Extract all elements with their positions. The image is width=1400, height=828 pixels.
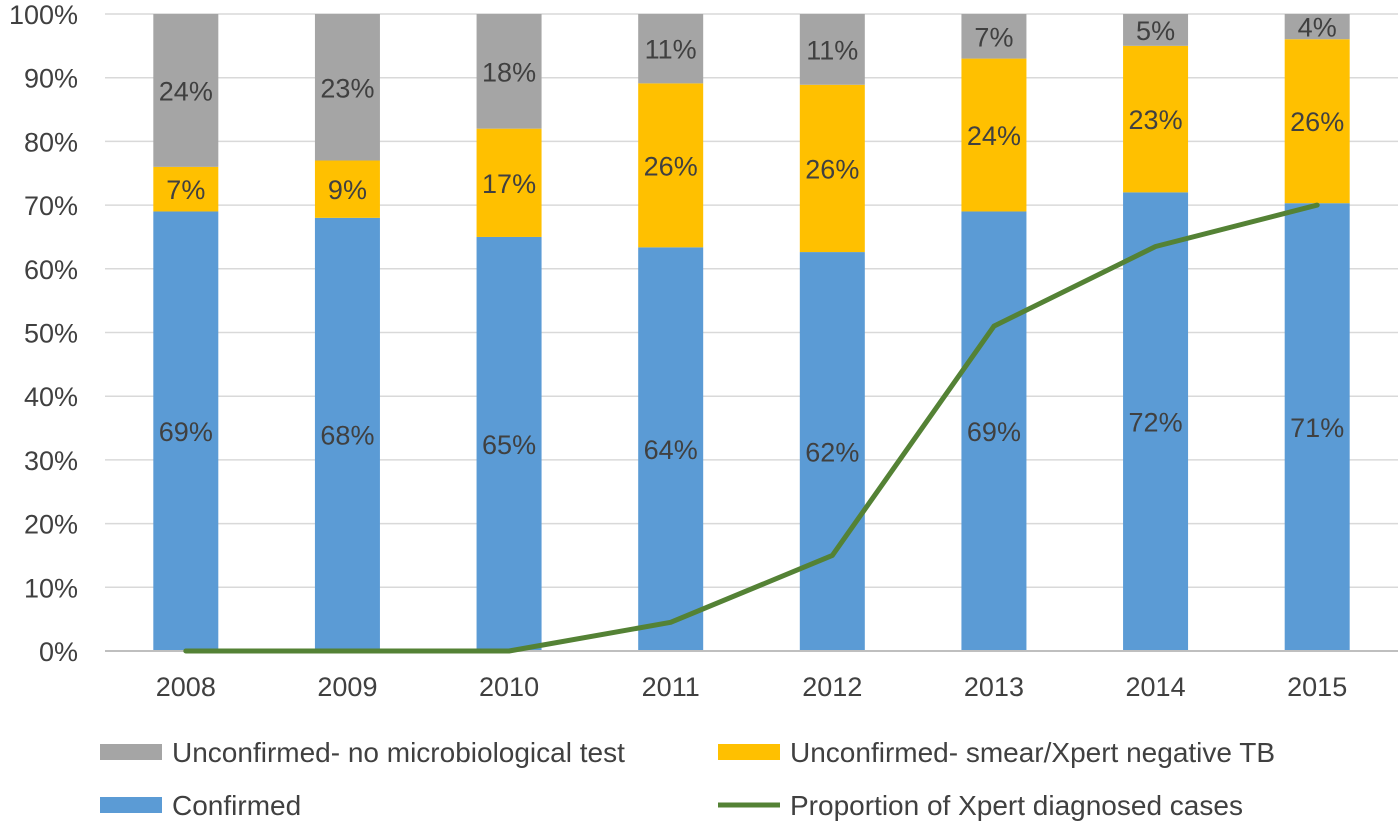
y-tick-label: 50%: [24, 319, 78, 349]
x-tick-label: 2009: [317, 672, 377, 702]
bar-data-label: 7%: [974, 22, 1013, 52]
bar-data-label: 17%: [482, 169, 536, 199]
bar-segment-no_test: [638, 14, 704, 84]
bar-segment-smear_negative: [1284, 39, 1350, 204]
bar-segment-smear_negative: [638, 83, 704, 248]
bar-segment-smear_negative: [799, 84, 865, 253]
x-tick-label: 2015: [1287, 672, 1347, 702]
y-tick-label: 100%: [9, 0, 78, 30]
bar-segment-confirmed: [476, 236, 542, 651]
legend-swatch: [100, 744, 162, 760]
x-tick-label: 2008: [156, 672, 216, 702]
bar-data-label: 26%: [805, 154, 859, 184]
y-tick-label: 90%: [24, 64, 78, 94]
bar-data-label: 71%: [1290, 413, 1344, 443]
y-tick-label: 40%: [24, 382, 78, 412]
bar-data-label: 24%: [967, 121, 1021, 151]
legend: Unconfirmed- no microbiological test Unco…: [100, 737, 1275, 821]
legend-label: Confirmed: [172, 790, 301, 821]
x-tick-label: 2011: [642, 672, 700, 702]
bar-data-label: 23%: [320, 73, 374, 103]
legend-item: Unconfirmed- smear/Xpert negative TB: [718, 737, 1275, 768]
bar-data-label: 64%: [644, 435, 698, 465]
bar-data-label: 68%: [320, 420, 374, 450]
y-tick-label: 70%: [24, 191, 78, 221]
bar-segment-confirmed: [638, 247, 704, 651]
bar-segment-confirmed: [153, 211, 219, 651]
bar-data-label: 24%: [159, 76, 213, 106]
bar-data-label: 65%: [482, 430, 536, 460]
bar-segment-no_test: [1284, 14, 1350, 40]
bar-data-label: 11%: [806, 35, 858, 65]
bar-segment-confirmed: [961, 211, 1027, 651]
bar-segment-confirmed: [799, 252, 865, 651]
bar-segment-smear_negative: [1123, 45, 1189, 193]
x-axis: 2008 2009 2010 2011 2012 2013 2014 2015: [156, 672, 1347, 702]
bar-segment-no_test: [1123, 14, 1189, 46]
bar-data-label: 5%: [1136, 16, 1175, 46]
xpert-line-series: [183, 202, 1320, 654]
bar-segment-smear_negative: [153, 166, 219, 212]
bar-segment-confirmed: [1284, 203, 1350, 651]
bar-segment-smear_negative: [961, 58, 1027, 212]
y-tick-label: 20%: [24, 510, 78, 540]
bar-data-label: 62%: [805, 438, 859, 468]
bar-data-label: 9%: [328, 175, 367, 205]
bar-segment-no_test: [799, 14, 865, 85]
x-tick-label: 2010: [479, 672, 539, 702]
bar-segment-smear_negative: [314, 160, 380, 218]
x-tick-label: 2013: [964, 672, 1024, 702]
bar-segment-no_test: [961, 14, 1027, 59]
legend-item: Proportion of Xpert diagnosed cases: [718, 790, 1243, 821]
bar-segment-no_test: [476, 14, 542, 129]
bar-data-label: 4%: [1298, 13, 1337, 43]
bar-segment-smear_negative: [476, 128, 542, 237]
bar-data-label: 18%: [482, 57, 536, 87]
bar-data-label: 26%: [1290, 107, 1344, 137]
y-tick-label: 10%: [24, 573, 78, 603]
bar-data-label: 26%: [644, 151, 698, 181]
bar-data-label: 72%: [1129, 408, 1183, 438]
legend-label: Unconfirmed- no microbiological test: [172, 737, 625, 768]
bar-data-label: 69%: [159, 417, 213, 447]
y-tick-label: 80%: [24, 127, 78, 157]
bar-data-label: 7%: [166, 175, 205, 205]
y-tick-label: 0%: [39, 637, 78, 667]
y-tick-label: 60%: [24, 255, 78, 285]
y-tick-label: 30%: [24, 446, 78, 476]
bar-segment-no_test: [314, 14, 380, 161]
bar-segment-no_test: [153, 14, 219, 167]
bar-data-label: 11%: [645, 35, 697, 65]
legend-item: Confirmed: [100, 790, 301, 821]
legend-label: Unconfirmed- smear/Xpert negative TB: [790, 737, 1275, 768]
x-tick-label: 2012: [802, 672, 862, 702]
bar-data-label: 69%: [967, 417, 1021, 447]
legend-label: Proportion of Xpert diagnosed cases: [790, 790, 1243, 821]
bar-segment-confirmed: [1123, 192, 1189, 652]
xpert-line: [183, 202, 1320, 654]
legend-item: Unconfirmed- no microbiological test: [100, 737, 625, 768]
bar-segment-confirmed: [314, 217, 380, 651]
stacked-bars: [153, 14, 1350, 652]
y-axis: 0% 10% 20% 30% 40% 50% 60% 70% 80% 90% 100%: [9, 0, 78, 667]
x-tick-label: 2014: [1126, 672, 1186, 702]
gridlines: [105, 13, 1398, 589]
legend-swatch: [718, 744, 780, 760]
bar-data-labels: 69% 7% 24% 68% 9% 23% 65% 17% 18% 64% 26% 11% 62% 26%…: [159, 13, 1344, 468]
legend-swatch: [100, 797, 162, 813]
bar-data-label: 23%: [1129, 105, 1183, 135]
